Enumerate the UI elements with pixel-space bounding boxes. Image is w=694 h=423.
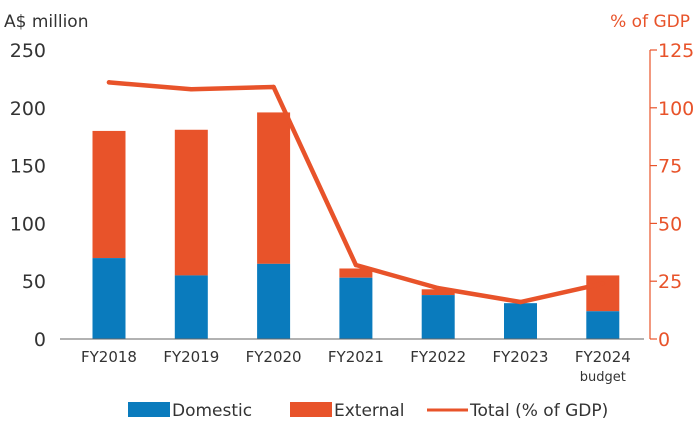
y-right-tick-label: 125 <box>658 40 694 62</box>
y-left-tick-label: 150 <box>10 156 46 178</box>
total-line-point <box>106 80 112 85</box>
total-line-point <box>518 299 523 305</box>
total-line-point <box>271 84 276 90</box>
bar-domestic <box>92 258 126 339</box>
x-tick-label: FY2019 <box>163 348 219 366</box>
total-line-point <box>600 281 605 286</box>
bar-domestic <box>174 275 208 339</box>
y-axis-left: 0 50 100 150 200 250 <box>10 40 46 351</box>
x-tick-sublabel: budget <box>580 370 626 385</box>
legend-label-domestic: Domestic <box>172 401 252 421</box>
bar-external <box>339 268 373 278</box>
y-right-tick-label: 50 <box>658 213 682 235</box>
y-axis-right-label: % of GDP <box>610 12 690 32</box>
y-right-tick-label: 0 <box>658 329 670 351</box>
y-right-tick-label: 75 <box>658 156 682 178</box>
total-line-point <box>189 87 194 92</box>
bars <box>92 112 620 339</box>
bar-external <box>92 130 126 259</box>
bar-domestic <box>257 263 291 339</box>
y-axis-left-label: A$ million <box>4 12 88 32</box>
x-tick-label: FY2024 <box>575 348 631 366</box>
x-axis: FY2018 FY2019 FY2020 FY2021 FY2022 FY2023 FY20… <box>60 338 644 385</box>
legend-label-total: Total (% of GDP) <box>469 401 608 421</box>
y-right-tick-label: 25 <box>658 271 682 293</box>
total-line-point <box>353 262 359 268</box>
bar-domestic <box>339 277 373 339</box>
legend: Domestic External Total (% of GDP) <box>128 401 608 421</box>
legend-swatch-external <box>290 402 332 417</box>
y-axis-right: 0 25 50 75 100 125 <box>649 40 694 351</box>
total-line-point <box>436 285 441 291</box>
y-left-tick-label: 50 <box>22 271 46 293</box>
bar-external <box>257 112 291 264</box>
y-right-tick-label: 100 <box>658 98 694 120</box>
bar-external <box>174 129 208 276</box>
y-left-tick-label: 100 <box>10 213 46 235</box>
legend-label-external: External <box>334 401 405 421</box>
bar-external <box>586 275 620 312</box>
y-left-tick-label: 200 <box>10 98 46 120</box>
x-tick-label: FY2021 <box>328 348 384 366</box>
bar-external <box>421 289 455 296</box>
bar-domestic <box>504 303 537 339</box>
x-tick-label: FY2023 <box>493 348 549 366</box>
total-line-series <box>106 80 606 305</box>
x-tick-label: FY2018 <box>81 348 137 366</box>
y-left-tick-label: 250 <box>10 40 46 62</box>
x-tick-label: FY2022 <box>410 348 466 366</box>
legend-swatch-domestic <box>128 402 170 417</box>
bar-domestic <box>586 311 620 339</box>
bar-domestic <box>421 295 455 339</box>
y-left-tick-label: 0 <box>34 329 46 351</box>
x-tick-label: FY2020 <box>246 348 302 366</box>
